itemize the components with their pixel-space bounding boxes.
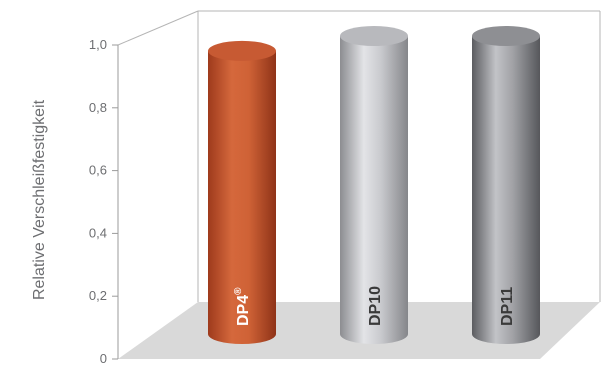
bar-body bbox=[472, 36, 540, 344]
bars: DP4® DP10 DP11 bbox=[208, 26, 540, 345]
y-tick-label: 0,6 bbox=[89, 163, 107, 178]
y-tick-label: 0,2 bbox=[89, 288, 107, 303]
y-tick-label: 1,0 bbox=[89, 37, 107, 52]
y-axis-title: Relative Verschleißfestigkeit bbox=[31, 99, 48, 300]
bar-1: DP4® bbox=[208, 40, 276, 345]
bar-label: DP11 bbox=[499, 287, 516, 326]
y-tick-label: 0,8 bbox=[89, 100, 107, 115]
bar-label: DP4® bbox=[233, 287, 252, 326]
bar-2: DP10 bbox=[340, 26, 408, 344]
y-ticks: 0 0,2 0,4 0,6 0,8 1,0 bbox=[89, 37, 118, 366]
bar-3: DP11 bbox=[472, 26, 540, 344]
bar-body bbox=[208, 50, 276, 345]
bar-label: DP10 bbox=[367, 286, 384, 326]
y-tick-label: 0,4 bbox=[89, 225, 107, 240]
bar-cap bbox=[340, 26, 408, 46]
bar-cap bbox=[208, 40, 276, 61]
back-wall bbox=[117, 10, 601, 302]
bar-cap bbox=[472, 26, 540, 46]
bar-body bbox=[340, 36, 408, 344]
y-tick-label: 0 bbox=[100, 351, 107, 366]
